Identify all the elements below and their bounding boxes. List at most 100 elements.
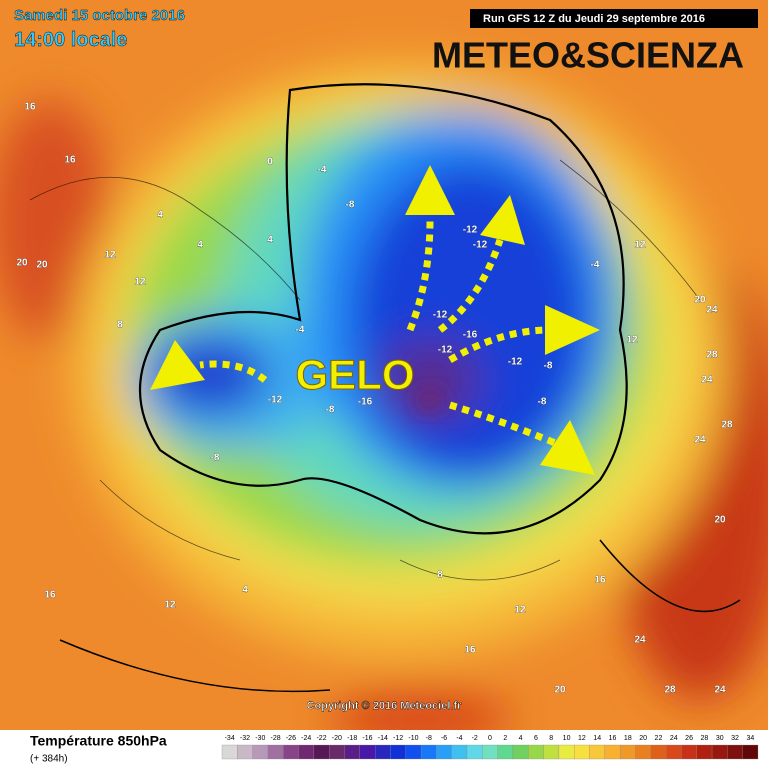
scale-swatch [221, 744, 238, 760]
scale-label: -14 [378, 735, 388, 742]
scale-label: 28 [701, 735, 709, 742]
contour-label: 12 [634, 240, 646, 251]
scale-label: -30 [255, 735, 265, 742]
scale-label: 10 [563, 735, 571, 742]
contour-label: 16 [464, 645, 476, 656]
contour-label: 16 [594, 575, 606, 586]
contour-label: 16 [44, 590, 56, 601]
annotation: GELO [295, 351, 414, 398]
time: 14:00 locale [14, 29, 127, 51]
color-scale: -34 -32 -30 -28 -26 -24 -22 -20 -18 -16 -14 -12 -10-… [221, 735, 759, 760]
scale-swatch [604, 744, 621, 760]
contour-label: 16 [24, 102, 36, 113]
copyright: Copyright © 2016 Meteociel.fr [307, 700, 463, 712]
scale-swatch [482, 744, 498, 760]
scale-label: -6 [441, 735, 447, 742]
scale-label: 12 [578, 735, 586, 742]
scale-swatch [405, 744, 422, 760]
scale-label: -32 [240, 735, 250, 742]
scale-swatch [512, 744, 529, 760]
scale-label: -8 [426, 735, 432, 742]
scale-label: -28 [271, 735, 281, 742]
contour-label: 12 [164, 600, 176, 611]
contour-label: -12 [433, 310, 448, 321]
run-info: Run GFS 12 Z du Jeudi 29 septembre 2016 [483, 13, 705, 25]
contour-label: 8 [117, 320, 123, 331]
scale-label: 8 [549, 735, 553, 742]
contour-label: 12 [626, 335, 638, 346]
legend-title: Température 850hPa [30, 733, 167, 749]
contour-label: 24 [714, 685, 726, 696]
scale-swatch [313, 744, 330, 760]
contour-label: -4 [318, 165, 327, 176]
scale-swatch [344, 744, 360, 760]
date: Samedi 15 octobre 2016 [14, 7, 185, 24]
scale-swatch [359, 744, 376, 760]
scale-label: 24 [670, 735, 678, 742]
scale-swatch [727, 744, 743, 760]
scale-swatch [742, 744, 759, 760]
contour-label: -8 [326, 405, 335, 416]
contour-label: 24 [706, 305, 718, 316]
scale-swatch [635, 744, 651, 760]
scale-label: -22 [316, 735, 326, 742]
scale-label: 32 [731, 735, 739, 742]
contour-label: 4 [197, 240, 203, 251]
scale-label: 30 [716, 735, 724, 742]
scale-swatch [267, 744, 284, 760]
scale-swatch [650, 744, 667, 760]
contour-label: 24 [694, 435, 706, 446]
scale-swatch [665, 744, 682, 760]
scale-label: 4 [519, 735, 523, 742]
contour-label: -16 [358, 397, 373, 408]
contour-label: -12 [508, 357, 523, 368]
contour-label: 8 [437, 570, 443, 581]
contour-label: 24 [634, 635, 646, 646]
scale-swatch [681, 744, 697, 760]
scale-swatch [696, 744, 713, 760]
scale-swatch [436, 744, 452, 760]
scale-label: -26 [286, 735, 296, 742]
contour-label: -8 [538, 397, 547, 408]
scale-swatch [528, 744, 544, 760]
contour-label: 12 [104, 250, 116, 261]
scale-label: 18 [624, 735, 632, 742]
scale-label: 14 [593, 735, 601, 742]
contour-labels: 16 20 20 16 12 12 8 4 4 4 0 -4 -4 -8 -12 -12 -12 -12 -16 -1… [16, 101, 733, 696]
scale-swatch [298, 744, 315, 760]
scale-label: 26 [685, 735, 693, 742]
contour-label: 20 [36, 260, 48, 271]
contour-label: -12 [438, 345, 453, 356]
contour-label: 0 [267, 157, 273, 168]
scale-label: 2 [503, 735, 507, 742]
scale-label: 6 [534, 735, 538, 742]
contour-label: 12 [134, 277, 146, 288]
contour-label: -4 [591, 260, 600, 271]
scale-label: -16 [362, 735, 372, 742]
contour-label: -8 [346, 200, 355, 211]
contour-label: 20 [714, 515, 726, 526]
scale-swatch [329, 744, 345, 760]
scale-swatch [711, 744, 728, 760]
contour-label: -12 [268, 395, 283, 406]
scale-label: -18 [347, 735, 357, 742]
scale-swatch [620, 744, 636, 760]
scale-swatch [451, 744, 468, 760]
contour-label: 20 [554, 685, 566, 696]
scale-swatch [252, 744, 269, 760]
scale-label: 20 [639, 735, 647, 742]
contour-label: 20 [16, 258, 28, 269]
contour-label: 4 [242, 585, 248, 596]
contour-label: 4 [157, 210, 163, 221]
scale-swatch [466, 744, 483, 760]
scale-swatch [589, 744, 606, 760]
scale-swatch [283, 744, 299, 760]
scale-swatch [374, 744, 391, 760]
scale-label: -12 [393, 735, 403, 742]
scale-label: 22 [655, 735, 663, 742]
map-field [0, 0, 768, 750]
contour-label: -12 [463, 225, 478, 236]
scale-swatch [574, 744, 590, 760]
contour-label: 4 [267, 235, 273, 246]
scale-label: 34 [746, 735, 754, 742]
